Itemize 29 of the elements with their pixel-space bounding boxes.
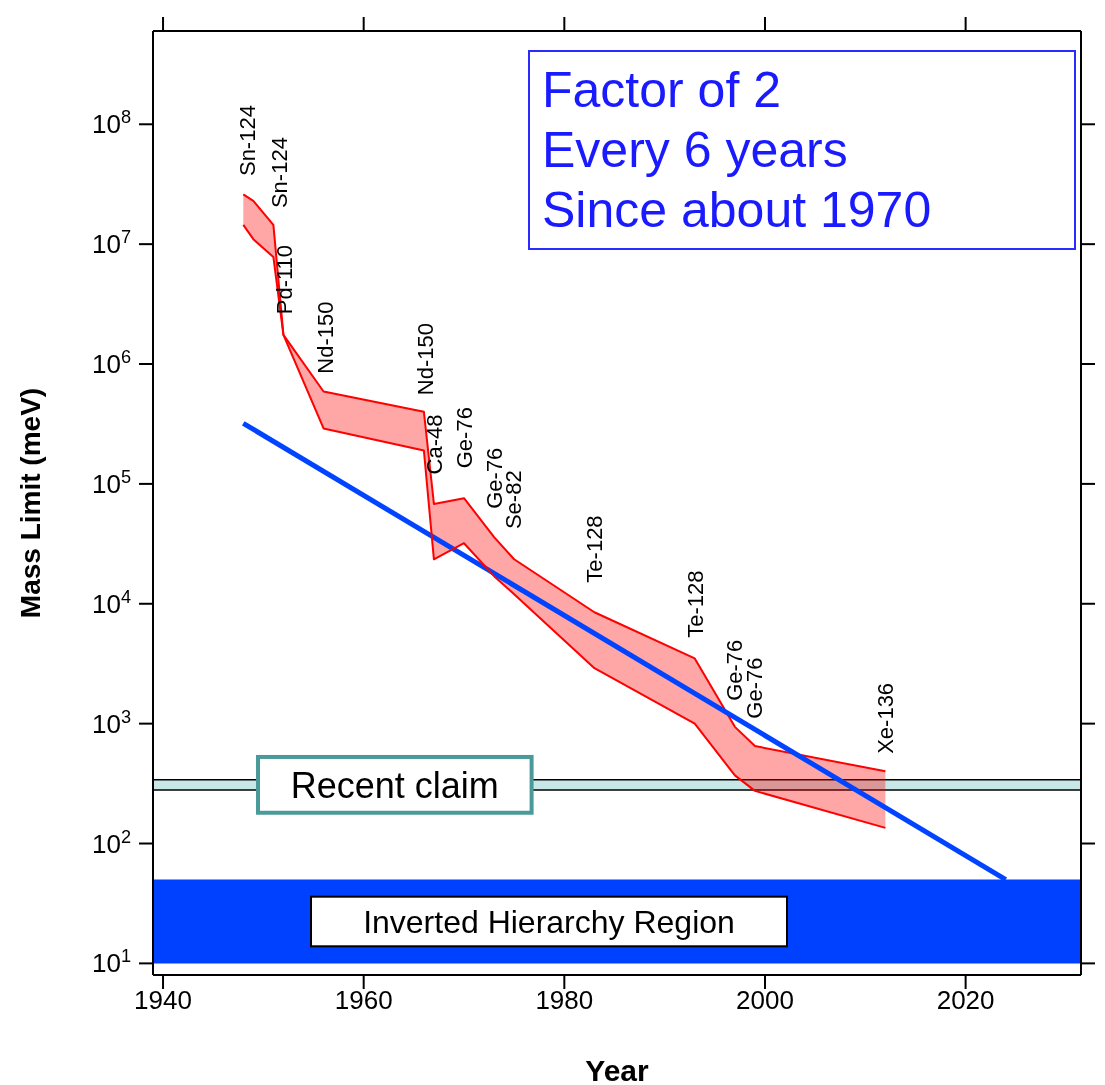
band-label: Inverted Hierarchy Region bbox=[363, 904, 735, 941]
annotation: Nd-150 bbox=[412, 322, 438, 396]
annotation: Te-128 bbox=[682, 570, 708, 638]
y-tick-label: 10$^{3}$ bbox=[91, 706, 131, 739]
x-tick-label: 1980 bbox=[535, 985, 594, 1016]
annotation: Ge-76 bbox=[451, 407, 477, 469]
annotation: Xe-136 bbox=[873, 682, 899, 754]
annotation: Sn-124 bbox=[235, 105, 261, 177]
annotation: Te-128 bbox=[582, 515, 608, 583]
x-tick-label: 2000 bbox=[736, 985, 794, 1016]
y-axis-title: Mass Limit (meV) bbox=[14, 387, 46, 619]
y-tick-label: 10$^{1}$ bbox=[91, 946, 131, 979]
annotation: Nd-150 bbox=[313, 301, 339, 374]
y-tick-label: 10$^{2}$ bbox=[91, 826, 131, 859]
band-label: Recent claim bbox=[290, 764, 499, 806]
y-tick-label: 10$^{4}$ bbox=[91, 586, 131, 619]
x-axis-title: Year bbox=[585, 1054, 650, 1085]
y-tick-label: 10$^{7}$ bbox=[91, 227, 131, 260]
annotation: Pd-110 bbox=[272, 244, 298, 315]
annotation: Factor of 2 Every 6 years Since about 1970 bbox=[528, 50, 1076, 250]
annotation: Se-82 bbox=[501, 470, 527, 530]
annotation: Ca-48 bbox=[421, 414, 447, 475]
y-tick-label: 10$^{6}$ bbox=[91, 347, 131, 380]
y-tick-label: 10$^{5}$ bbox=[91, 466, 131, 499]
x-tick-label: 2020 bbox=[936, 985, 995, 1016]
y-tick-label: 10$^{8}$ bbox=[91, 107, 131, 140]
x-tick-label: 1940 bbox=[134, 985, 192, 1016]
annotation: Sn-124 bbox=[267, 137, 293, 209]
x-tick-label: 1960 bbox=[334, 985, 393, 1016]
